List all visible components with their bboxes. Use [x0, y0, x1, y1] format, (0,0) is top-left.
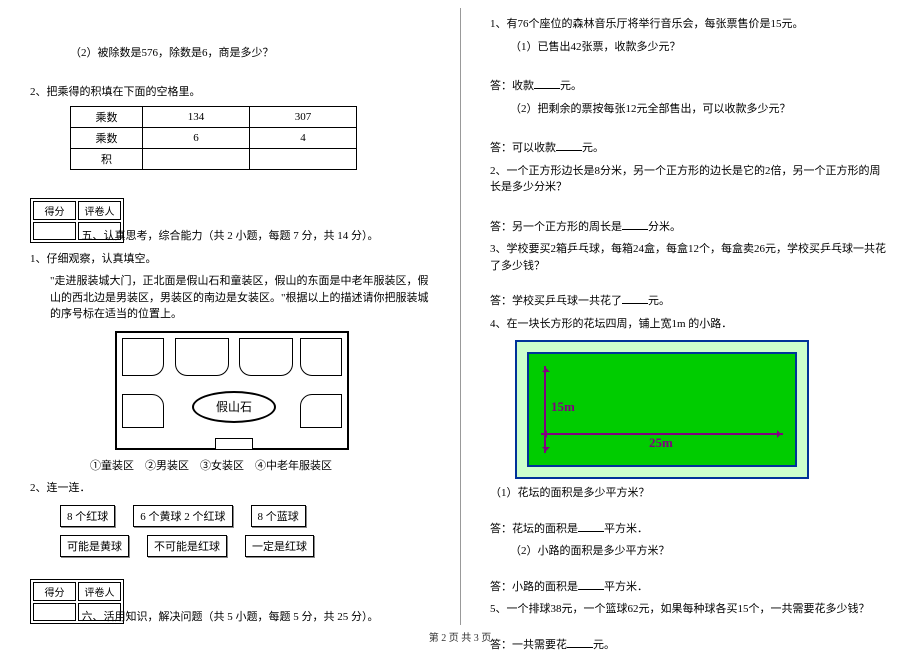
rq5: 5、一个排球38元，一个篮球62元，如果每种球各买15个，一共需要花多少钱？ [490, 601, 890, 618]
q-divisor: （2）被除数是576，除数是6，商是多少？ [70, 45, 430, 62]
rock-label: 假山石 [192, 391, 276, 423]
ra1-2: 答：可以收款元。 [490, 139, 890, 157]
ball-row2: 可能是黄球不可能是红球一定是红球 [60, 535, 430, 557]
ra4-2: 答：小路的面积是平方米． [490, 578, 890, 596]
q2a: 2、连一连． [30, 480, 430, 497]
ra4-1: 答：花坛的面积是平方米． [490, 520, 890, 538]
q1b: "走进服装城大门，正北面是假山石和童装区，假山的东面是中老年服装区，假山的西北边… [50, 273, 430, 323]
flower-diagram: 15m 25m [515, 340, 809, 479]
dim-v: 15m [551, 399, 575, 415]
left-column: （2）被除数是576，除数是6，商是多少？ 2、把乘得的积填在下面的空格里。 乘… [0, 0, 460, 650]
ra2: 答：另一个正方形的周长是分米。 [490, 218, 890, 236]
mall-map: 假山石 [115, 331, 345, 450]
p2-intro: 2、把乘得的积填在下面的空格里。 [30, 84, 430, 101]
q1a: 1、仔细观察，认真填空。 [30, 251, 430, 268]
legend: ①童装区 ②男装区 ③女装区 ④中老年服装区 [90, 458, 430, 475]
ra3: 答：学校买乒乓球一共花了元。 [490, 292, 890, 310]
rq4: 4、在一块长方形的花坛四周，铺上宽1m 的小路． [490, 316, 890, 333]
ra1-1: 答：收款元。 [490, 77, 890, 95]
rq4-1: （1）花坛的面积是多少平方米？ [490, 485, 890, 502]
rq1-1: （1）已售出42张票，收款多少元？ [510, 39, 890, 56]
right-column: 1、有76个座位的森林音乐厅将举行音乐会，每张票售价是15元。 （1）已售出42… [460, 0, 920, 650]
rq4-2: （2）小路的面积是多少平方米？ [510, 543, 890, 560]
mult-table: 乘数134307 乘数64 积 [70, 106, 357, 170]
rq2: 2、一个正方形边长是8分米，另一个正方形的边长是它的2倍，另一个正方形的周长是多… [490, 163, 890, 196]
dim-h: 25m [649, 435, 673, 451]
page-footer: 第 2 页 共 3 页 [0, 629, 920, 644]
rq1: 1、有76个座位的森林音乐厅将举行音乐会，每张票售价是15元。 [490, 16, 890, 33]
rq3: 3、学校要买2箱乒乓球，每箱24盒，每盒12个，每盒卖26元，学校买乒乓球一共花… [490, 241, 890, 274]
rq1-2: （2）把剩余的票按每张12元全部售出，可以收款多少元？ [510, 101, 890, 118]
section6-title: 六、活用知识，解决问题（共 5 小题，每题 5 分，共 25 分）。 [30, 609, 430, 626]
section5-title: 五、认真思考，综合能力（共 2 小题，每题 7 分，共 14 分）。 [30, 228, 430, 245]
ball-row1: 8 个红球6 个黄球 2 个红球8 个蓝球 [60, 505, 430, 527]
